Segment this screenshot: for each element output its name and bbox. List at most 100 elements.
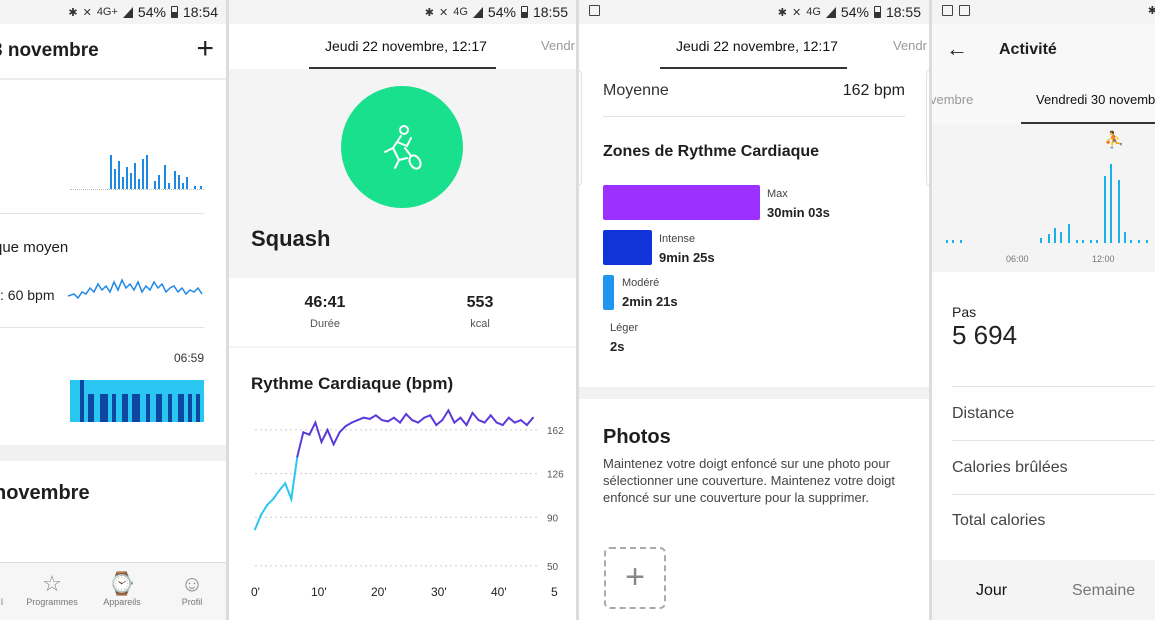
date-tabs: vembre Vendredi 30 novemb [932, 76, 1155, 124]
data-point [411, 419, 414, 422]
network-type: 4G+ [96, 6, 118, 18]
data-point [284, 482, 287, 485]
duration-value: 46:41 [304, 294, 346, 311]
watch-icon: ⌚ [108, 571, 136, 596]
data-point [356, 419, 359, 422]
distance-row[interactable]: Distance [952, 405, 1015, 422]
calories-burned-row[interactable]: Calories brûlées [952, 459, 1068, 476]
image-notification-icon [589, 5, 600, 16]
sleep-mini-chart[interactable] [70, 380, 204, 422]
tab-current-date[interactable]: Vendredi 30 novemb [1036, 92, 1155, 107]
photos-title: Photos [603, 426, 671, 448]
heart-rate-line [296, 408, 534, 457]
data-point [272, 498, 275, 501]
battery-icon [170, 6, 178, 18]
data-point [465, 424, 468, 426]
tab-current-date[interactable]: Jeudi 22 novembre, 12:17 [676, 38, 838, 54]
zone-bar-max [603, 185, 760, 220]
data-point [459, 416, 462, 419]
workout-badge [341, 86, 463, 208]
signal-icon [472, 6, 483, 18]
zone-name: Léger [610, 322, 639, 334]
x-tick-label: 5 [551, 585, 558, 599]
total-calories-row[interactable]: Total calories [952, 512, 1046, 529]
tab-next-date[interactable]: Vendr [541, 38, 575, 53]
data-point [477, 419, 480, 422]
data-point [344, 425, 347, 428]
activity-screen: ✱ ← Activité vembre Vendredi 30 novemb ⛹… [932, 0, 1155, 620]
back-arrow-icon[interactable]: ← [946, 36, 968, 61]
data-point [453, 421, 456, 424]
gallery-notification-icon [959, 5, 970, 16]
data-point [386, 420, 389, 423]
kcal-value: 553 [466, 294, 494, 311]
mute-icon: ✕ [792, 6, 802, 19]
network-type: 4G [806, 6, 821, 18]
zone-time: 2s [610, 339, 625, 354]
running-icon: ⛹ [1104, 132, 1124, 149]
add-button[interactable]: + [196, 32, 214, 65]
duration-label: Durée [310, 318, 340, 330]
nav-profil[interactable]: ☺ Profil [162, 571, 222, 607]
nav-journal[interactable]: l [0, 571, 32, 607]
nav-programmes[interactable]: ☆ Programmes [22, 571, 82, 607]
star-icon: ☆ [42, 571, 62, 596]
x-tick-label: 40' [491, 585, 507, 599]
data-point [260, 513, 263, 516]
data-point [513, 421, 516, 424]
tab-next-date[interactable]: Vendr [893, 38, 927, 53]
data-point [441, 419, 444, 422]
steps-day-chart[interactable]: ⛹ 06:00 12:00 [932, 124, 1155, 272]
heart-rate-value: : 60 bpm [0, 287, 55, 303]
data-point [380, 419, 383, 422]
network-type: 4G [453, 6, 468, 18]
battery-percent: 54% [137, 4, 166, 20]
tab-semaine[interactable]: Semaine [1072, 582, 1136, 599]
y-tick-label: 126 [547, 470, 564, 481]
squash-icon [384, 125, 422, 170]
status-bar: ✱ ✕ 4G+ 54% 18:54 [0, 0, 226, 24]
data-point [266, 504, 269, 507]
tick-label: 06:00 [1006, 254, 1029, 264]
data-point [296, 455, 299, 458]
data-point [332, 443, 335, 446]
tab-current-date[interactable]: Jeudi 22 novembre, 12:17 [325, 38, 487, 54]
mute-icon: ✕ [82, 6, 92, 19]
data-point [254, 528, 256, 531]
zone-time: 2min 21s [622, 294, 678, 309]
data-point [429, 414, 432, 417]
data-point [350, 421, 353, 424]
data-point [489, 414, 492, 417]
chart-title: Rythme Cardiaque (bpm) [251, 374, 454, 393]
steps-mini-chart[interactable] [70, 150, 204, 190]
x-tick-label: 30' [431, 585, 447, 599]
data-point [495, 421, 498, 424]
zone-bar-intense [603, 230, 652, 265]
tab-jour[interactable]: Jour [976, 582, 1008, 599]
steps-value: 5 694 [952, 320, 1018, 350]
add-photo-button[interactable]: + [604, 547, 666, 609]
activity-header: ← Activité [932, 24, 1155, 76]
data-point [314, 421, 317, 424]
page-title: Activité [999, 41, 1057, 58]
journal-screen: ✱ ✕ 4G+ 54% 18:54 3 novembre + que moyen… [0, 0, 226, 620]
x-tick-label: 20' [371, 585, 387, 599]
data-point [399, 421, 402, 424]
heart-rate-mini-chart[interactable] [68, 272, 208, 312]
data-point [368, 417, 371, 420]
data-point [417, 421, 420, 424]
nav-appareils[interactable]: ⌚ Appareils [92, 571, 152, 607]
kcal-label: kcal [470, 318, 490, 330]
x-tick-label: 10' [311, 585, 327, 599]
steps-label: Pas [952, 304, 977, 320]
y-tick-label: 90 [547, 513, 559, 524]
tab-previous-date[interactable]: vembre [932, 92, 974, 107]
status-bar: ✱ ✕ 4G 54% 18:55 [579, 0, 929, 24]
workout-detail-screen: ✱ ✕ 4G 54% 18:55 Jeudi 22 novembre, 12:1… [229, 0, 576, 620]
image-notification-icon [942, 5, 953, 16]
tick-label: 12:00 [1092, 254, 1115, 264]
heart-rate-chart[interactable]: 162 126 90 50 0' 10' 20' 30' 40' 5 [229, 348, 576, 620]
sport-name: Squash [251, 226, 331, 251]
day-heading: novembre [0, 482, 90, 504]
data-point [290, 498, 293, 501]
